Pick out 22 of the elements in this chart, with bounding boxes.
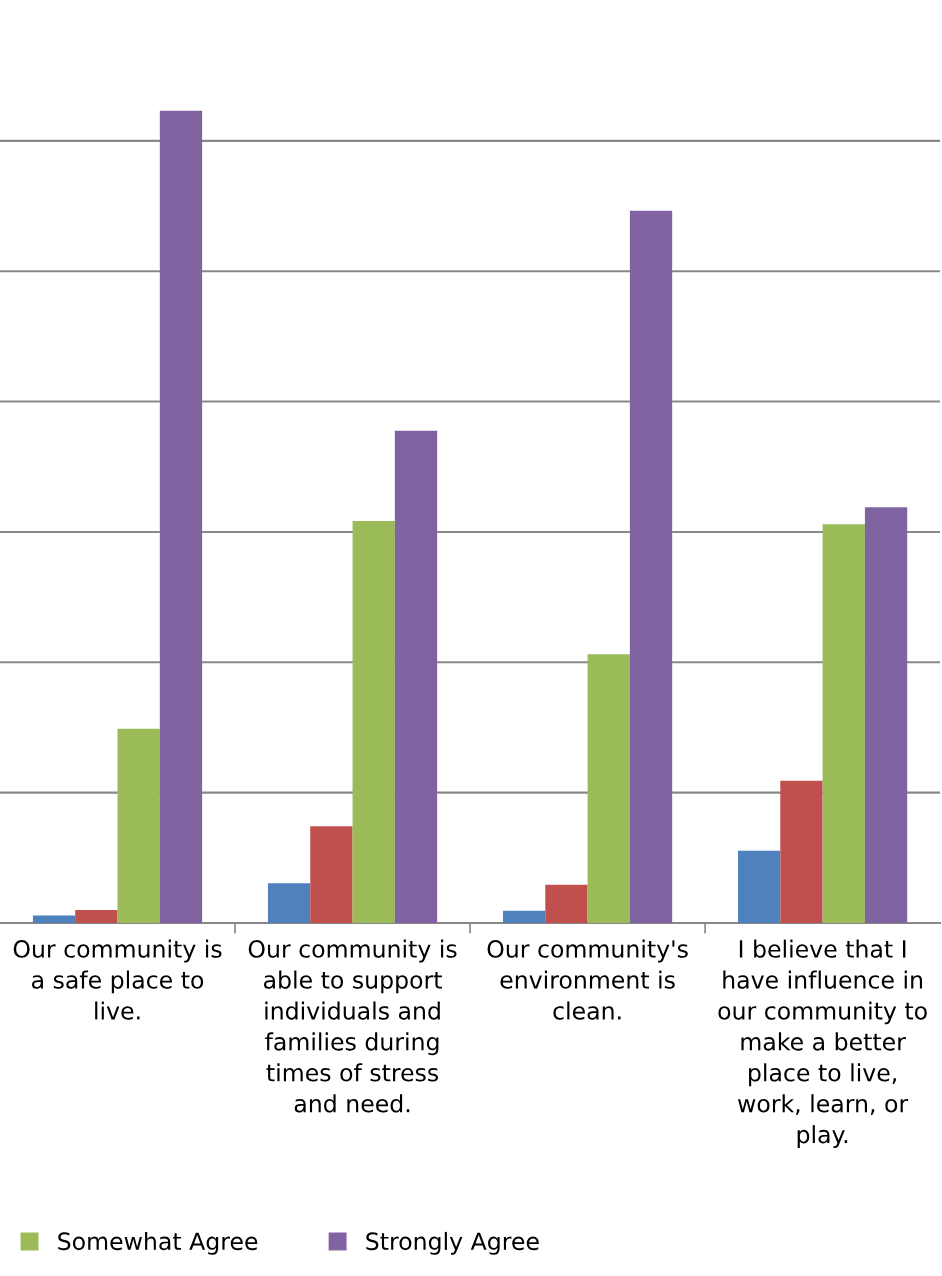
bar	[32, 915, 76, 923]
bar	[267, 883, 311, 923]
bar	[75, 909, 118, 923]
bar	[864, 507, 908, 923]
x-tick-label: Our community is a safe place to live.	[13, 939, 222, 1020]
bar	[822, 524, 865, 923]
bar	[545, 884, 588, 923]
bar	[629, 210, 673, 923]
bar	[352, 520, 395, 923]
bar	[502, 910, 546, 923]
bar	[159, 110, 203, 923]
bar	[780, 780, 823, 923]
x-tick-label: I believe that I have influence in our community to make a better place to live, work, learn, or play.	[718, 939, 927, 1148]
bar	[587, 654, 630, 923]
bar	[310, 826, 353, 923]
legend-label: Strongly Agree	[366, 1231, 539, 1255]
x-tick-label: Our community's environment is clean.	[487, 939, 688, 1020]
x-tick-label: Our community is able to support individuals and families during times of stress and need.	[248, 939, 457, 1113]
legend-label: Somewhat Agree	[58, 1231, 258, 1255]
bar	[394, 430, 438, 923]
bar	[737, 850, 781, 923]
bar	[117, 728, 160, 923]
